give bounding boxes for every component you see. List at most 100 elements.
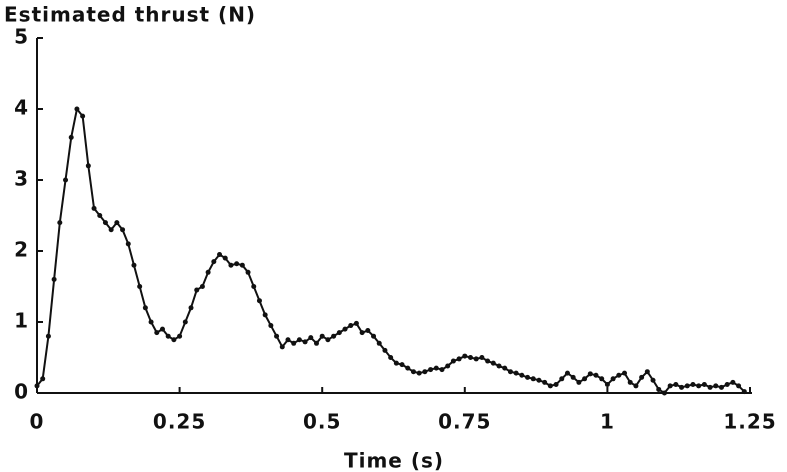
data-point	[199, 284, 205, 289]
x-tick-label: 0.25	[153, 410, 206, 434]
data-point	[256, 298, 262, 304]
data-point	[622, 370, 628, 376]
data-point	[633, 383, 639, 389]
data-point	[308, 335, 314, 341]
data-point	[724, 381, 730, 387]
data-point	[553, 381, 559, 387]
data-point	[564, 370, 570, 376]
data-point	[279, 344, 285, 350]
data-point	[730, 379, 736, 385]
data-point	[325, 337, 331, 343]
data-point	[211, 259, 217, 265]
data-point	[182, 319, 188, 325]
data-point	[371, 333, 377, 339]
data-point	[382, 347, 388, 353]
x-tick-label: 0.75	[438, 410, 491, 434]
data-point	[291, 340, 297, 346]
y-axis-title: Estimated thrust (N)	[4, 3, 256, 27]
x-tick-label: 0.5	[303, 410, 341, 434]
data-point	[331, 333, 337, 339]
data-point	[274, 333, 280, 339]
data-point	[251, 284, 257, 289]
y-tick-label: 2	[14, 238, 29, 262]
data-point	[661, 390, 667, 396]
data-point	[490, 360, 496, 366]
data-point	[667, 383, 673, 389]
x-tick-label: 1	[600, 410, 615, 434]
data-line	[36, 106, 746, 395]
data-point	[616, 372, 622, 378]
data-point	[57, 220, 63, 226]
data-point	[650, 377, 656, 383]
data-point	[587, 371, 593, 377]
data-point	[468, 355, 474, 360]
data-point	[479, 355, 485, 360]
data-point	[74, 106, 80, 112]
data-point	[439, 367, 445, 373]
y-tick-label: 5	[14, 25, 29, 49]
y-tick-label: 0	[14, 380, 29, 404]
data-point	[165, 333, 171, 339]
data-point	[462, 353, 468, 359]
data-point	[684, 383, 690, 389]
data-point	[91, 205, 97, 211]
data-point	[582, 376, 588, 382]
data-point	[336, 330, 342, 336]
data-point	[365, 328, 371, 334]
data-point	[713, 383, 719, 389]
y-tick-label: 3	[14, 167, 29, 191]
data-point	[433, 365, 439, 371]
data-point	[45, 333, 51, 339]
data-point	[445, 363, 451, 369]
data-point	[673, 381, 679, 387]
data-point	[536, 377, 542, 383]
data-point	[542, 379, 548, 385]
data-point	[485, 358, 491, 364]
data-point	[154, 330, 160, 336]
data-point	[473, 356, 479, 362]
data-point	[262, 312, 268, 318]
data-point	[376, 340, 382, 346]
data-point	[416, 370, 422, 376]
x-axis-title: Time (s)	[344, 449, 444, 472]
data-point	[627, 379, 633, 385]
data-point	[40, 376, 46, 382]
data-point	[125, 241, 131, 247]
data-point	[530, 376, 536, 382]
data-point	[114, 220, 120, 226]
data-point	[296, 337, 302, 343]
data-point	[142, 305, 148, 311]
data-point	[496, 363, 502, 369]
data-point	[525, 374, 531, 380]
y-tick-label: 4	[14, 96, 29, 120]
data-point	[610, 376, 616, 382]
data-point	[599, 376, 605, 382]
data-point	[410, 369, 416, 375]
data-point	[405, 365, 411, 371]
data-point	[228, 262, 234, 268]
data-point	[639, 374, 645, 380]
data-point	[428, 367, 434, 373]
data-point	[456, 356, 462, 362]
data-point	[268, 323, 274, 329]
data-point	[353, 320, 359, 326]
data-point	[679, 384, 685, 390]
data-point	[97, 213, 103, 218]
data-point	[131, 262, 137, 268]
data-point	[393, 360, 399, 366]
data-point	[148, 319, 154, 325]
data-point	[604, 381, 610, 387]
data-point	[319, 333, 325, 339]
data-point	[239, 262, 245, 268]
data-point	[102, 220, 108, 226]
data-point	[388, 355, 394, 360]
data-point	[422, 369, 428, 375]
data-point	[359, 330, 365, 336]
data-point	[205, 269, 211, 275]
data-point	[217, 252, 223, 258]
data-point	[120, 227, 126, 233]
x-tick-label: 0	[30, 410, 45, 434]
data-point	[222, 255, 228, 261]
data-point	[736, 383, 742, 389]
